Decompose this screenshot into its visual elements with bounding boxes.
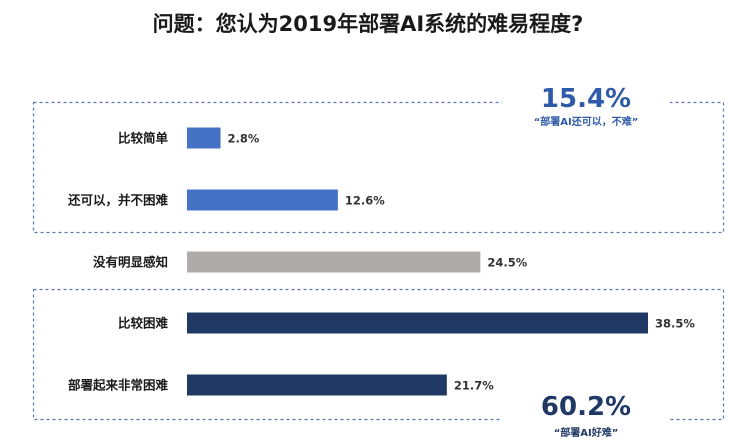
value-label: 12.6% [345,194,385,208]
callout-caption: “部署AI还可以，不难” [534,115,639,128]
value-label: 24.5% [487,256,527,270]
bar [187,374,447,396]
callout-value: 15.4% [541,84,631,114]
bar [187,312,648,334]
value-label: 2.8% [228,132,260,146]
chart-title: 问题：您认为2019年部署AI系统的难易程度? [153,12,584,36]
callout-caption: “部署AI好难” [554,426,619,439]
bar [187,189,338,211]
value-label: 38.5% [655,317,695,331]
bar [187,251,481,273]
frame-hard-group [32,288,725,421]
category-label: 没有明显感知 [93,255,168,270]
category-label: 比较困难 [118,316,169,331]
callout-box [502,395,670,448]
callout-box [502,80,670,130]
callout-value: 60.2% [541,392,631,422]
frame-easy-group [32,101,725,234]
value-label: 21.7% [454,379,494,393]
category-label: 部署起来非常困难 [68,378,169,393]
bar [187,127,221,149]
category-label: 还可以，并不困难 [67,193,169,208]
category-label: 比较简单 [118,131,169,146]
